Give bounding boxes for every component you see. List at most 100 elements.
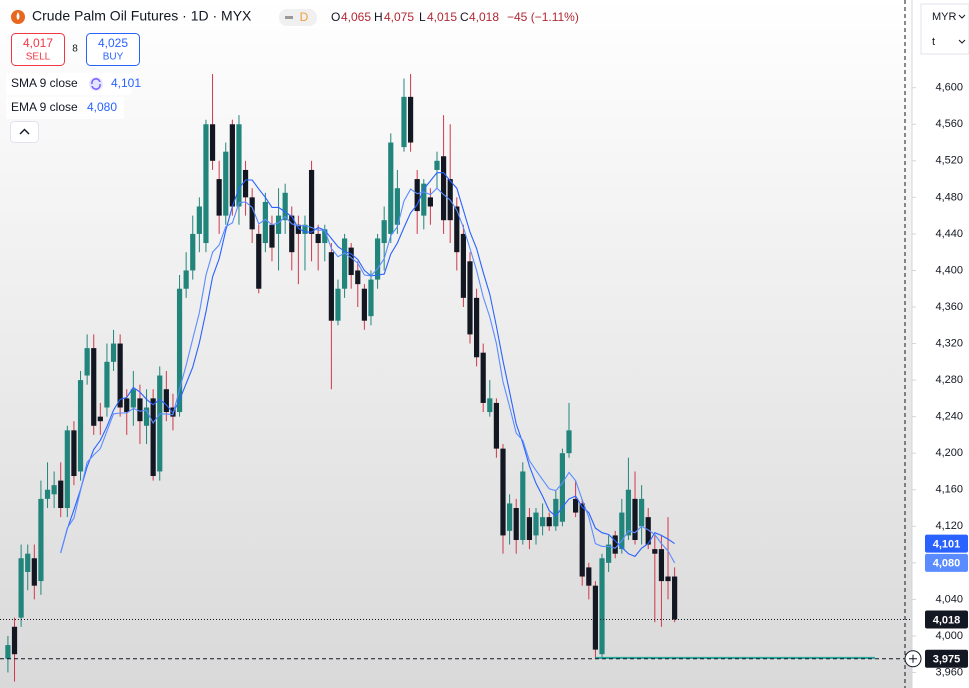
candle-body	[5, 645, 11, 659]
candle-body	[546, 517, 552, 527]
candle-body	[143, 407, 150, 426]
status-badge: D	[300, 10, 309, 24]
indicator-value: 4,080	[87, 100, 117, 114]
buy-label: BUY	[103, 52, 124, 63]
indicator-line	[60, 187, 676, 564]
candle-body	[84, 348, 90, 376]
candle-body	[553, 498, 559, 527]
candle-body	[434, 160, 440, 170]
spread: 8	[72, 44, 78, 55]
candle-body	[533, 512, 539, 536]
candle-body	[315, 233, 321, 244]
candle-body	[44, 489, 51, 499]
candle-body	[289, 215, 295, 253]
indicator-badge-background	[925, 553, 968, 572]
status-pill[interactable]	[279, 9, 317, 26]
candle-body	[163, 389, 169, 413]
y-tick-label: 4,160	[935, 484, 963, 496]
candle-body	[361, 288, 367, 321]
last-price-badge: 4,018	[933, 614, 961, 626]
sell-label: SELL	[26, 52, 51, 63]
currency-chevron	[958, 14, 966, 19]
y-tick-label: 4,240	[935, 411, 963, 423]
ohlc-key: O	[331, 10, 340, 24]
candle-body	[104, 361, 110, 408]
candle-body	[513, 508, 519, 540]
candle-body	[196, 206, 202, 234]
status-dash	[285, 16, 293, 19]
y-tick-label: 4,320	[935, 337, 963, 349]
add-alert-icon	[909, 654, 917, 663]
unit[interactable]: t	[932, 36, 935, 48]
candle-body	[493, 402, 499, 449]
candle-body	[269, 224, 275, 248]
candle-body	[117, 343, 123, 408]
candle-body	[407, 96, 414, 143]
crosshair-badge-background	[925, 649, 968, 668]
candle-body	[520, 471, 526, 540]
unit-chevron	[958, 39, 966, 44]
candle-body	[256, 233, 262, 289]
candle-body	[665, 576, 671, 582]
candle-body	[599, 558, 605, 655]
y-tick-label: 4,520	[935, 155, 963, 167]
candle-body	[480, 352, 486, 403]
ohlc-key: H	[374, 10, 383, 24]
candle-body	[592, 585, 599, 650]
symbol-icon-drop	[16, 12, 20, 20]
candle-body	[64, 430, 70, 509]
candle-body	[137, 398, 143, 422]
candle-body	[11, 626, 18, 655]
candle-body	[652, 549, 658, 554]
candle-body	[632, 498, 638, 540]
candle-body	[242, 169, 249, 198]
collapse-button[interactable]	[10, 121, 39, 143]
ohlc-value: 4,015	[427, 10, 457, 24]
candle-body	[440, 156, 447, 221]
y-tick-label: 4,440	[935, 228, 963, 240]
candle-body	[401, 96, 407, 148]
candle-body	[625, 489, 632, 536]
candle-body	[38, 498, 44, 582]
candle-body	[157, 375, 163, 472]
candle-body	[216, 179, 222, 216]
indicator-badge: 4,101	[933, 539, 961, 551]
candle-body	[414, 179, 420, 212]
candle-body	[368, 279, 374, 317]
candle-body	[209, 124, 216, 161]
last-price-badge-background	[925, 610, 968, 629]
y-tick-label: 4,480	[935, 191, 963, 203]
buy-price: 4,025	[98, 36, 128, 50]
candle-body	[77, 380, 84, 472]
indicator-badge: 4,080	[933, 558, 961, 570]
ohlc-value: 4,065	[341, 10, 371, 24]
candle-body	[229, 124, 235, 207]
y-tick-label: 4,040	[935, 593, 963, 605]
currency-panel	[920, 3, 969, 55]
y-tick-label: 4,360	[935, 301, 963, 313]
candle-body	[381, 220, 387, 244]
candle-body	[454, 206, 460, 253]
candle-body	[58, 480, 64, 509]
indicator-name[interactable]: EMA 9 close	[11, 100, 78, 114]
indicator-name[interactable]: SMA 9 close	[11, 76, 78, 90]
indicator-badge-background	[925, 534, 968, 553]
sell-button[interactable]	[11, 33, 65, 66]
ohlc-value: 4,075	[384, 10, 414, 24]
buy-button[interactable]	[86, 33, 140, 66]
candle-body	[374, 238, 381, 280]
candle-body	[223, 151, 229, 216]
candle-body	[183, 270, 189, 289]
legend-background	[6, 97, 124, 119]
candle-body	[639, 498, 645, 527]
plot-area	[5, 74, 678, 682]
candle-body	[526, 517, 533, 540]
currency[interactable]: MYR	[932, 11, 957, 23]
candle-body	[124, 398, 130, 413]
candle-body	[71, 430, 77, 477]
y-tick-label: 4,120	[935, 520, 963, 532]
crosshair-badge: 3,975	[933, 654, 961, 666]
candle-body	[110, 343, 117, 362]
y-tick-label: 4,600	[935, 82, 963, 94]
